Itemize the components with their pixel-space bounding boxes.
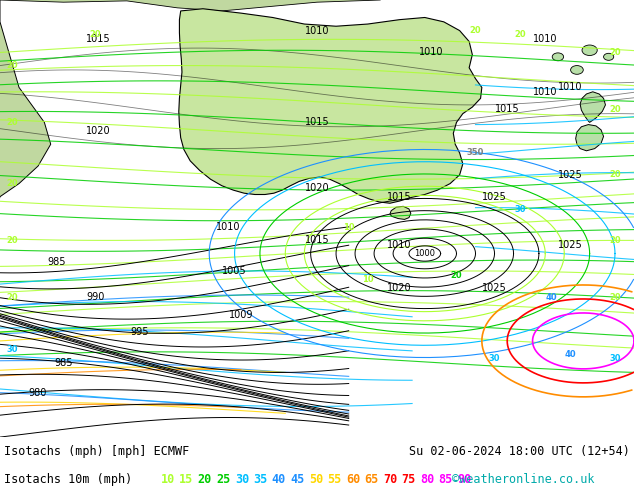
Text: 60: 60 (346, 473, 360, 486)
Text: 1020: 1020 (387, 284, 411, 294)
Text: 995: 995 (130, 327, 149, 337)
Text: 10: 10 (362, 275, 373, 284)
Text: 30: 30 (7, 345, 18, 354)
Text: 10: 10 (161, 473, 175, 486)
Polygon shape (580, 92, 605, 122)
Text: 30: 30 (609, 354, 621, 363)
Text: 20: 20 (609, 105, 621, 114)
Text: 1020: 1020 (86, 126, 110, 136)
Text: Su 02-06-2024 18:00 UTC (12+54): Su 02-06-2024 18:00 UTC (12+54) (409, 445, 630, 459)
Text: 10: 10 (343, 223, 354, 232)
Text: 1010: 1010 (533, 34, 557, 44)
Text: 1015: 1015 (495, 104, 519, 114)
Text: 990: 990 (86, 292, 104, 302)
Polygon shape (0, 0, 51, 219)
Text: 1010: 1010 (559, 82, 583, 93)
Text: 350: 350 (467, 148, 484, 157)
Text: 85: 85 (438, 473, 453, 486)
Text: 1000: 1000 (414, 249, 436, 258)
Text: 55: 55 (327, 473, 342, 486)
Text: 65: 65 (365, 473, 378, 486)
Text: 20: 20 (7, 118, 18, 127)
Text: 20: 20 (609, 171, 621, 179)
Text: 1015: 1015 (86, 34, 110, 44)
Circle shape (571, 66, 583, 74)
Text: 1010: 1010 (533, 87, 557, 97)
Text: 90: 90 (457, 473, 471, 486)
Text: 1015: 1015 (305, 235, 329, 245)
Text: 30: 30 (235, 473, 249, 486)
Text: 20: 20 (451, 271, 462, 280)
Text: 1025: 1025 (558, 170, 583, 180)
Polygon shape (390, 206, 411, 220)
Text: Isotachs (mph) [mph] ECMWF: Isotachs (mph) [mph] ECMWF (4, 445, 190, 459)
Circle shape (604, 53, 614, 60)
Circle shape (552, 53, 564, 61)
Text: 15: 15 (179, 473, 193, 486)
Text: 20: 20 (609, 236, 621, 245)
Polygon shape (576, 124, 604, 151)
Text: 45: 45 (290, 473, 304, 486)
Text: 980: 980 (29, 389, 47, 398)
Text: 1009: 1009 (229, 310, 253, 319)
Text: 50: 50 (309, 473, 323, 486)
Text: 985: 985 (54, 358, 73, 368)
Text: 30: 30 (489, 354, 500, 363)
Text: 40: 40 (546, 293, 557, 302)
Text: 1005: 1005 (223, 266, 247, 276)
Text: ©weatheronline.co.uk: ©weatheronline.co.uk (453, 473, 595, 486)
Text: 1020: 1020 (305, 183, 329, 193)
Text: 1025: 1025 (482, 192, 507, 202)
Circle shape (582, 45, 597, 55)
Text: 20: 20 (609, 48, 621, 57)
Polygon shape (0, 0, 380, 11)
Text: 20: 20 (7, 293, 18, 302)
Text: 1010: 1010 (387, 240, 411, 250)
Text: 75: 75 (401, 473, 416, 486)
Text: 20: 20 (470, 26, 481, 35)
Text: 70: 70 (383, 473, 397, 486)
Text: 25: 25 (216, 473, 231, 486)
Text: 985: 985 (48, 257, 67, 267)
Text: 40: 40 (565, 349, 576, 359)
Text: 20: 20 (198, 473, 212, 486)
Text: 1010: 1010 (305, 25, 329, 36)
Text: 1015: 1015 (305, 118, 329, 127)
Text: 30: 30 (514, 205, 526, 214)
Text: 1010: 1010 (419, 48, 443, 57)
Text: 20: 20 (609, 293, 621, 302)
Text: 20: 20 (89, 30, 101, 40)
Text: 35: 35 (254, 473, 268, 486)
Text: 20: 20 (7, 236, 18, 245)
Text: 1025: 1025 (482, 284, 507, 294)
Text: 80: 80 (420, 473, 434, 486)
Text: Isotachs 10m (mph): Isotachs 10m (mph) (4, 473, 133, 486)
Text: 20: 20 (514, 30, 526, 40)
Polygon shape (179, 9, 482, 203)
Text: 1010: 1010 (216, 222, 240, 232)
Text: 20: 20 (7, 179, 18, 188)
Text: 20: 20 (7, 61, 18, 70)
Text: 1025: 1025 (558, 240, 583, 250)
Text: 40: 40 (272, 473, 286, 486)
Text: 1015: 1015 (387, 192, 411, 202)
